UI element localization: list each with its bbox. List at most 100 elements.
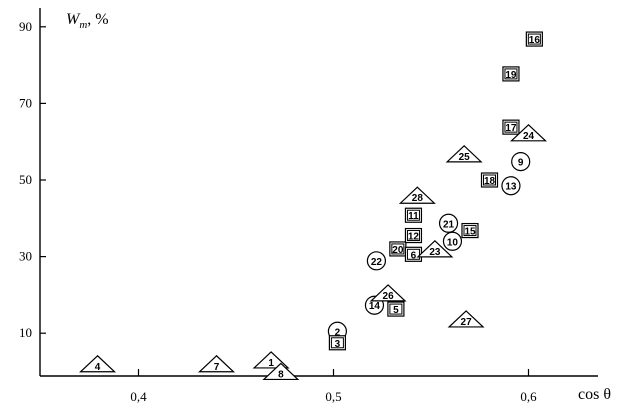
marker-square-6: 6 (404, 246, 423, 262)
square-marker-inner (483, 174, 496, 186)
marker-label: 11 (408, 211, 419, 222)
square-marker (480, 172, 499, 188)
square-marker-inner (504, 68, 518, 80)
square-marker-inner (463, 225, 477, 237)
marker-square-16: 16 (525, 31, 543, 47)
marker-label: 8 (278, 369, 284, 380)
square-marker (461, 222, 479, 239)
marker-square-15: 15 (461, 222, 479, 239)
square-marker-inner (406, 230, 420, 242)
y-tick-label: 70 (19, 95, 32, 110)
circle-marker (442, 231, 463, 251)
x-tick-label: 0,4 (130, 389, 147, 404)
marker-label: 2 (335, 327, 341, 338)
triangle-marker (416, 240, 454, 258)
square-marker-inner (406, 209, 420, 221)
marker-label: 9 (518, 158, 524, 169)
triangle-marker (369, 284, 407, 302)
marker-triangle-25: 25 (445, 145, 483, 163)
marker-label: 18 (484, 176, 496, 187)
marker-label: 23 (429, 247, 441, 258)
marker-triangle-7: 7 (197, 354, 236, 373)
marker-label: 6 (411, 250, 417, 261)
marker-label: 19 (505, 70, 517, 81)
marker-label: 24 (523, 131, 535, 142)
marker-label: 20 (392, 245, 404, 256)
marker-label: 1 (268, 358, 274, 369)
square-marker-inner (527, 33, 541, 45)
marker-label: 12 (408, 232, 420, 243)
marker-triangle-28: 28 (398, 186, 436, 204)
triangle-marker (445, 145, 483, 163)
square-marker (525, 31, 543, 47)
marker-label: 16 (529, 35, 541, 46)
y-tick-label: 10 (19, 325, 32, 340)
marker-square-11: 11 (404, 207, 423, 223)
marker-label: 13 (505, 182, 517, 193)
y-axis-title-main: W (66, 11, 81, 28)
marker-triangle-27: 27 (447, 310, 485, 328)
marker-label: 17 (505, 123, 517, 134)
ticks: 10 30 50 70 90 0,4 0,5 0,6 (19, 19, 537, 404)
marker-square-18: 18 (480, 172, 499, 188)
marker-label: 14 (369, 301, 381, 312)
marker-label: 27 (461, 317, 473, 328)
marker-circle-10: 10 (442, 231, 463, 251)
x-tick-label: 0,6 (520, 389, 537, 404)
marker-square-19: 19 (502, 66, 520, 82)
square-marker (387, 301, 405, 317)
axes (39, 8, 598, 377)
square-marker (328, 335, 346, 351)
square-marker-inner (504, 121, 518, 133)
y-axis-title-subscript: m (79, 19, 87, 31)
triangle-marker (509, 123, 548, 142)
marker-label: 7 (214, 362, 220, 373)
triangle-marker (262, 362, 300, 381)
marker-square-3: 3 (328, 335, 346, 351)
square-marker-inner (330, 337, 344, 349)
marker-label: 22 (371, 257, 383, 268)
square-marker-inner (391, 243, 405, 255)
circle-marker (501, 176, 521, 196)
marker-circle-9: 9 (511, 152, 531, 172)
marker-circle-13: 13 (501, 176, 521, 196)
circle-marker (366, 251, 386, 271)
marker-triangle-26: 26 (369, 284, 407, 302)
y-tick-label: 90 (19, 19, 32, 34)
triangle-marker (197, 354, 236, 373)
marker-label: 26 (383, 291, 395, 302)
square-marker-inner (406, 248, 420, 260)
axis-titles: Wm, % cos θ (66, 11, 611, 403)
x-axis-title: cos θ (578, 386, 611, 403)
marker-label: 28 (412, 193, 424, 204)
x-tick-label: 0,5 (325, 389, 341, 404)
marker-square-20: 20 (389, 241, 407, 257)
y-tick-label: 50 (19, 172, 32, 187)
marker-circle-22: 22 (366, 251, 386, 271)
marker-square-5: 5 (387, 301, 405, 317)
square-marker-inner (389, 303, 403, 315)
marker-label: 25 (459, 152, 471, 163)
triangle-marker (79, 354, 117, 373)
square-marker (404, 207, 423, 223)
marker-triangle-4: 4 (79, 354, 117, 373)
marker-label: 10 (447, 237, 459, 248)
marker-label: 15 (464, 227, 476, 238)
square-marker (404, 227, 423, 244)
y-axis-title: Wm, % (66, 11, 109, 31)
marker-label: 4 (95, 362, 101, 373)
marker-square-12: 12 (404, 227, 423, 244)
marker-triangle-8: 8 (262, 362, 300, 381)
circle-marker (438, 213, 459, 233)
circle-marker (511, 152, 531, 172)
y-tick-label: 30 (19, 249, 32, 264)
marker-square-17: 17 (502, 119, 520, 135)
triangle-marker (398, 186, 436, 204)
y-axis-title-unit: , % (87, 11, 108, 28)
marker-circle-21: 21 (438, 213, 459, 233)
marker-triangle-24: 24 (509, 123, 548, 142)
marker-label: 5 (393, 305, 399, 316)
marker-label: 3 (335, 339, 341, 350)
square-marker (502, 119, 520, 135)
